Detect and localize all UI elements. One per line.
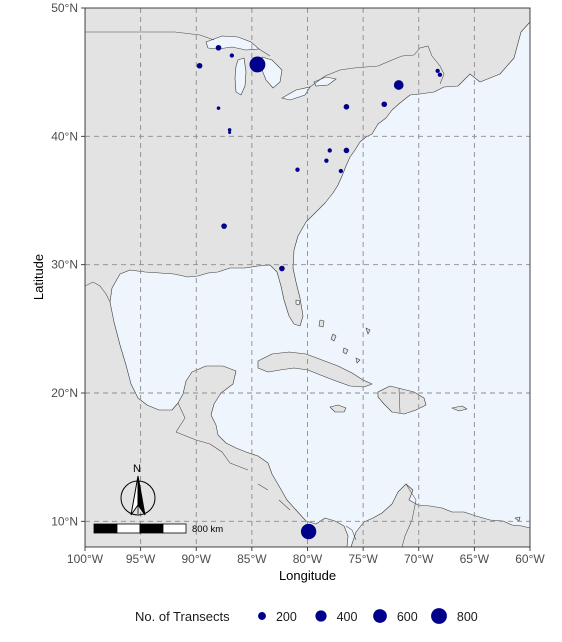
transect-point-11 [437,72,443,77]
transect-point-18 [279,265,285,272]
us-mexico-border [85,281,111,303]
transect-point-1 [196,62,203,69]
transect-point-0 [215,44,222,51]
transect-point-7 [343,104,350,110]
transect-point-14 [324,158,329,163]
x-tick-label-0: 100°W [67,552,104,566]
y-tick-label-0: 10°N [51,514,78,528]
transect-point-9 [381,101,388,108]
north-arrow: N [120,463,156,516]
map-panel [85,8,530,547]
y-tick-label-1: 20°N [51,386,78,400]
transect-point-19 [300,523,317,540]
transect-point-4 [216,106,221,110]
lake-michigan [234,57,247,96]
scale-bar-label: 800 km [192,524,223,535]
legend-label-2: 600 [397,610,418,624]
scale-bar-seg-3 [139,523,164,534]
land-layer [85,8,530,547]
legend-key-3 [431,608,447,624]
north-america-landmass [85,8,530,547]
x-tick-label-3: 85°W [237,552,267,566]
puerto-rico-island [451,405,468,412]
trinidad-island [514,516,521,522]
x-tick-label-7: 65°W [460,552,490,566]
lake-okeechobee [295,299,301,306]
axes: 100°W 95°W 90°W 85°W 80°W 75°W 70°W 65°W 60°W 10°… [51,1,545,566]
jamaica-island [329,404,347,413]
legend-key-0 [258,612,266,620]
x-tick-label-6: 70°W [404,552,434,566]
y-axis-title: Latitude [31,254,46,300]
transect-point-5 [227,128,232,132]
north-arrow-label: N [133,463,141,475]
x-tick-label-8: 60°W [515,552,545,566]
transect-point-16 [338,168,344,174]
transect-point-17 [221,223,227,229]
transect-point-3 [249,56,266,73]
x-tick-label-4: 80°W [293,552,323,566]
legend-key-2 [373,609,387,623]
graticule-grid [85,8,530,547]
legend-label-3: 800 [457,610,478,624]
legend-label-1: 400 [337,610,358,624]
legend-label-0: 200 [276,610,297,624]
south-america-landmass [350,483,530,547]
lake-huron [261,56,283,89]
legend-key-1 [315,610,327,622]
size-legend: No. of Transects 200 400 600 800 [135,608,478,624]
panama-colombia-border [345,525,357,541]
bahamas-islands [318,319,371,364]
transect-point-6 [228,130,232,135]
x-tick-label-5: 75°W [348,552,378,566]
scale-bar-seg-2 [116,523,141,534]
transect-point-15 [295,167,300,172]
scale-bar-seg-1 [93,523,118,534]
y-tick-label-4: 50°N [51,1,78,15]
x-tick-label-2: 90°W [182,552,212,566]
transect-point-13 [327,148,332,153]
haiti-dr-border [398,387,401,414]
us-canada-border [85,31,445,88]
scale-bar-seg-4 [162,523,187,534]
legend-title: No. of Transects [135,609,230,624]
scale-bar: 800 km [93,523,223,535]
x-axis-title: Longitude [279,568,336,583]
transect-points [196,44,443,540]
y-tick-label-3: 40°N [51,129,78,143]
transect-point-10 [435,68,440,74]
transect-point-2 [229,53,235,58]
y-tick-label-2: 30°N [51,258,78,272]
lake-ontario [313,76,337,87]
cuba-island [257,351,373,388]
x-tick-label-1: 95°W [126,552,156,566]
transect-point-8 [393,80,404,90]
political-borders [85,31,445,547]
transect-point-12 [343,147,350,154]
colombia-venezuela-border [401,483,417,547]
